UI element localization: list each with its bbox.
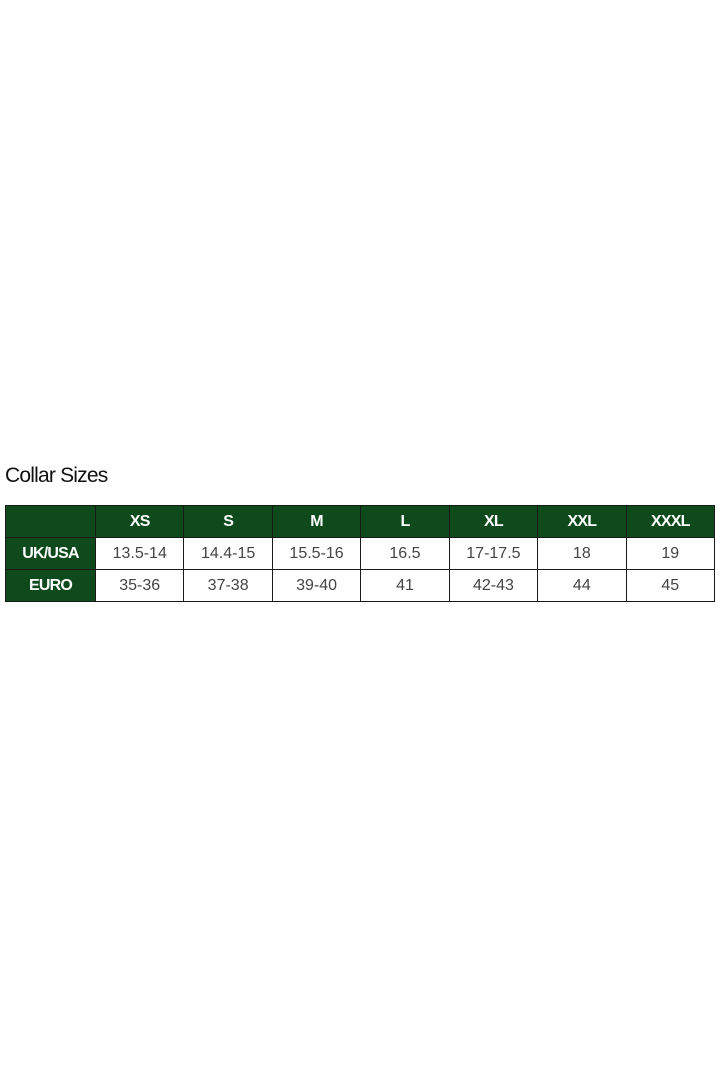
header-s: S	[183, 505, 273, 538]
row-label: EURO	[5, 569, 96, 602]
table-row: UK/USA 13.5-14 14.4-15 15.5-16 16.5 17-1…	[5, 537, 716, 570]
header-xxxl: XXXL	[625, 505, 716, 538]
header-m: M	[271, 505, 362, 538]
collar-size-table: XS S M L XL XXL XXXL UK/USA 13.5-14 14.4…	[5, 505, 716, 602]
table-cell: 15.5-16	[271, 537, 362, 570]
table-cell: 18	[537, 537, 627, 570]
header-row: XS S M L XL XXL XXXL	[5, 505, 716, 538]
table-cell: 35-36	[94, 569, 185, 602]
table-cell: 17-17.5	[448, 537, 539, 570]
header-xxl: XXL	[537, 505, 627, 538]
page-title: Collar Sizes	[5, 464, 108, 487]
table-cell: 19	[625, 537, 716, 570]
table-cell: 44	[537, 569, 627, 602]
table-cell: 41	[360, 569, 450, 602]
header-xs: XS	[94, 505, 185, 538]
table-cell: 16.5	[360, 537, 450, 570]
table-cell: 39-40	[271, 569, 362, 602]
table-cell: 42-43	[448, 569, 539, 602]
table-cell: 14.4-15	[183, 537, 273, 570]
header-l: L	[360, 505, 450, 538]
table-cell: 13.5-14	[94, 537, 185, 570]
header-xl: XL	[448, 505, 539, 538]
table-cell: 37-38	[183, 569, 273, 602]
table-row: EURO 35-36 37-38 39-40 41 42-43 44 45	[5, 569, 716, 602]
row-label: UK/USA	[5, 537, 96, 570]
corner-cell	[5, 505, 96, 538]
table-cell: 45	[625, 569, 716, 602]
